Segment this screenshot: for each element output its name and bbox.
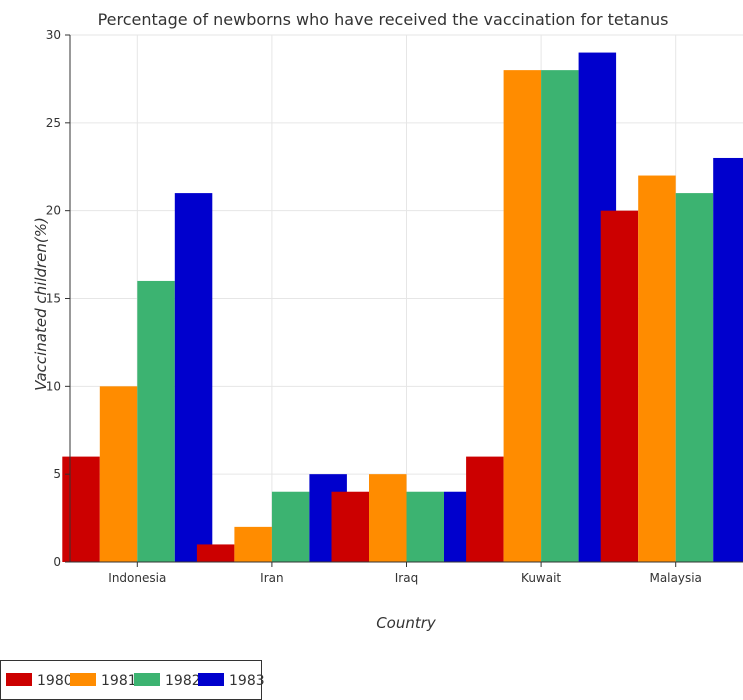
y-tick-label: 10 <box>46 379 61 393</box>
x-tick-label: Iran <box>260 571 283 585</box>
bar-1981-iran <box>234 526 272 562</box>
x-tick-label: Indonesia <box>108 571 166 585</box>
bar-1981-iraq <box>369 474 407 562</box>
bar-1980-malaysia <box>600 210 639 562</box>
legend-swatch-1983 <box>198 673 224 686</box>
bars <box>62 52 743 563</box>
legend-label-1981: 1981 <box>101 673 137 689</box>
bar-1982-iran <box>271 491 310 562</box>
x-tick-label: Malaysia <box>649 571 701 585</box>
bar-1980-iran <box>196 544 235 562</box>
bar-1982-iraq <box>406 491 444 562</box>
chart-title: Percentage of newborns who have received… <box>98 10 669 29</box>
y-tick-label: 25 <box>46 116 61 130</box>
y-tick-label: 20 <box>46 204 61 218</box>
bar-1983-malaysia <box>713 157 743 562</box>
bar-1981-indonesia <box>99 386 138 562</box>
x-tick-label: Kuwait <box>521 571 561 585</box>
x-tick-label: Iraq <box>395 571 418 585</box>
y-tick-label: 5 <box>53 467 61 481</box>
bar-1981-malaysia <box>638 175 676 563</box>
y-tick-label: 15 <box>46 292 61 306</box>
bar-1980-iraq <box>331 491 369 562</box>
y-tick-label: 0 <box>53 555 61 569</box>
x-axis-title: Country <box>376 614 437 632</box>
bar-1982-indonesia <box>137 280 175 562</box>
axes: 0 5 10 15 20 25 30 Indonesia Iran Iraq Kuwait Malay… <box>46 28 743 585</box>
legend-label-1982: 1982 <box>165 673 201 689</box>
bar-1981-kuwait <box>503 70 542 562</box>
y-tick-label: 30 <box>46 28 61 42</box>
bar-1982-malaysia <box>675 193 714 562</box>
legend: 1980 1981 1982 1983 <box>0 660 265 700</box>
bar-1982-kuwait <box>541 70 579 562</box>
legend-swatch-1982 <box>134 673 160 686</box>
legend-swatch-1981 <box>70 673 96 686</box>
bar-1980-indonesia <box>62 456 100 562</box>
legend-label-1980: 1980 <box>37 673 73 689</box>
bar-1980-kuwait <box>466 456 504 562</box>
bar-1983-indonesia <box>174 193 213 562</box>
y-axis-title: Vaccinated children(%) <box>32 217 50 391</box>
legend-label-1983: 1983 <box>229 673 265 689</box>
legend-swatch-1980 <box>6 673 32 686</box>
